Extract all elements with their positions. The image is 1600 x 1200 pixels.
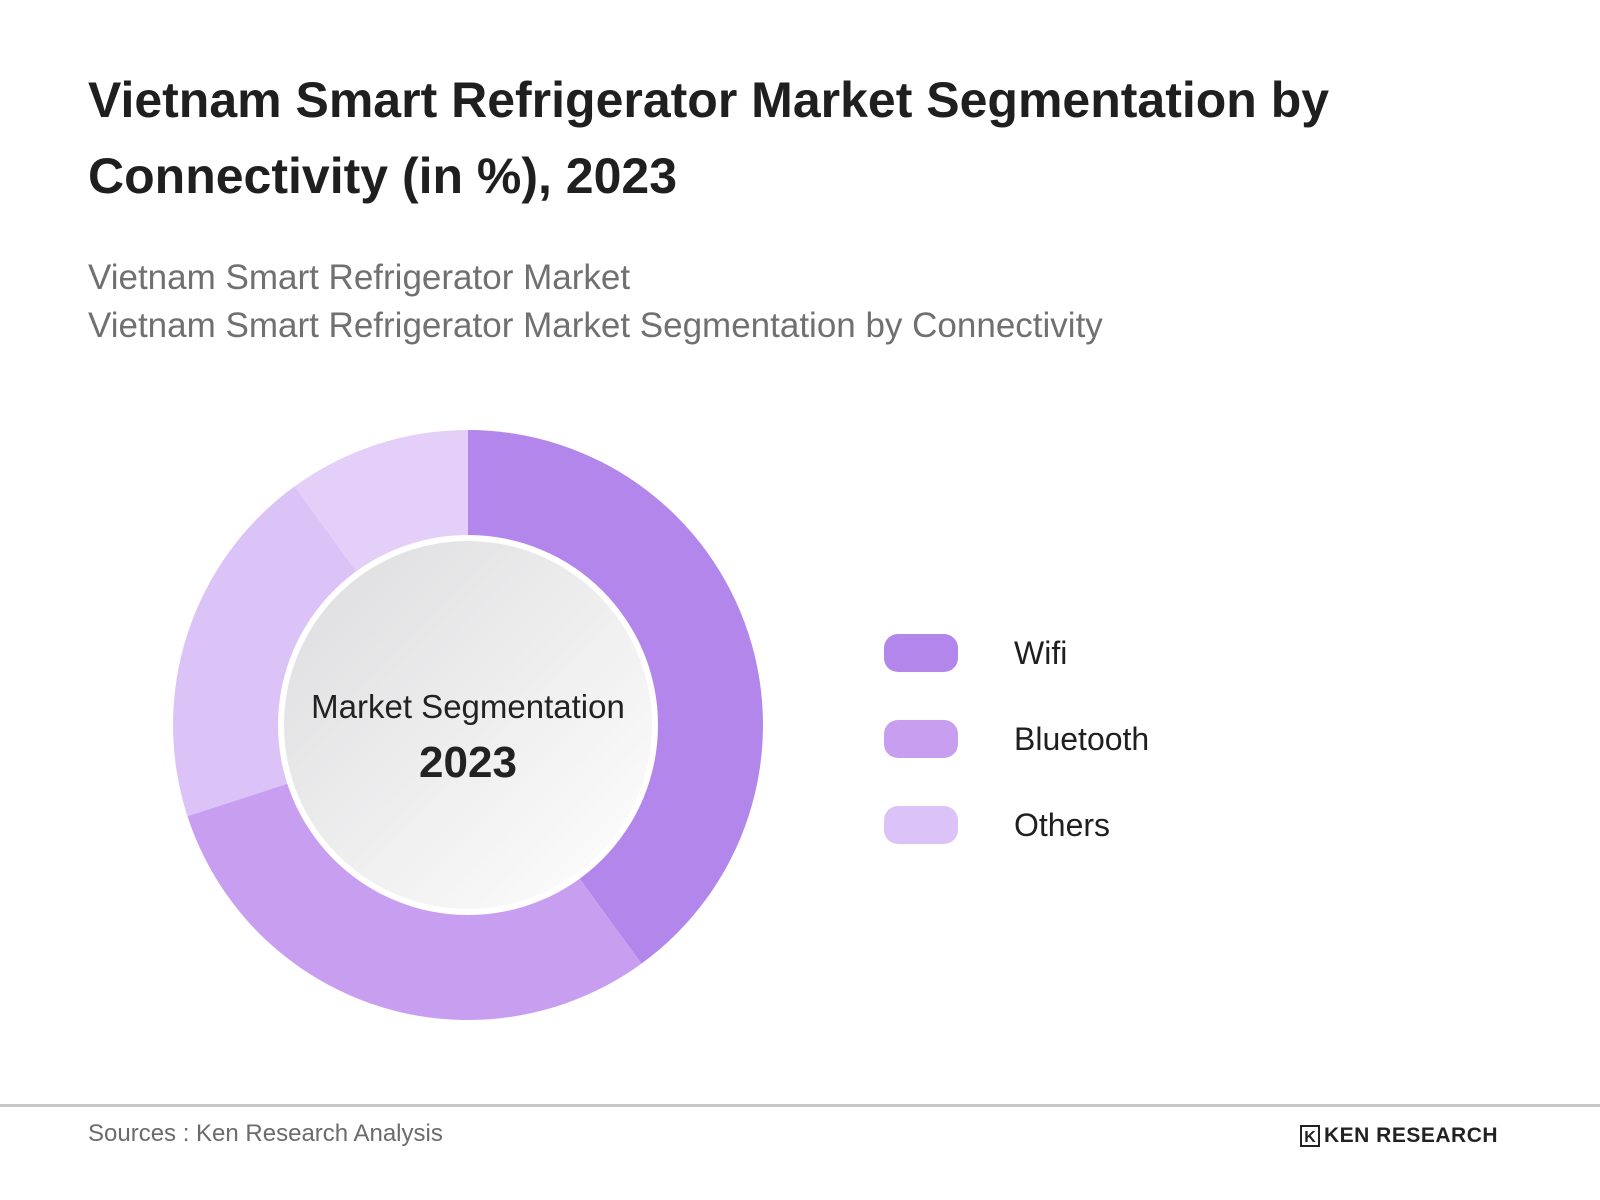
legend-item-wifi: Wifi: [884, 633, 1067, 673]
ken-research-logo: K KEN RESEARCH: [1300, 1124, 1498, 1148]
logo-text: KEN RESEARCH: [1324, 1124, 1499, 1147]
footer-divider: [0, 1104, 1600, 1107]
legend-label: Bluetooth: [1014, 720, 1150, 757]
chart-subtitle-1: Vietnam Smart Refrigerator Market: [88, 258, 631, 297]
chart-subtitle-2: Vietnam Smart Refrigerator Market Segmen…: [88, 306, 1103, 345]
logo-mark-icon: K: [1300, 1125, 1320, 1147]
legend-label: Others: [1014, 806, 1111, 843]
legend-swatch: [884, 634, 958, 672]
legend-swatch: [884, 720, 958, 758]
legend-label: Wifi: [1014, 634, 1068, 671]
chart-title: Vietnam Smart Refrigerator Market Segmen…: [88, 72, 1330, 204]
donut-hole: [284, 541, 652, 909]
center-year: 2023: [419, 738, 517, 787]
legend-item-bluetooth: Bluetooth: [884, 719, 1149, 759]
source-note: Sources : Ken Research Analysis: [88, 1120, 443, 1147]
legend-swatch: [884, 806, 958, 844]
center-label: Market Segmentation: [311, 688, 625, 725]
legend-item-others: Others: [884, 805, 1110, 845]
